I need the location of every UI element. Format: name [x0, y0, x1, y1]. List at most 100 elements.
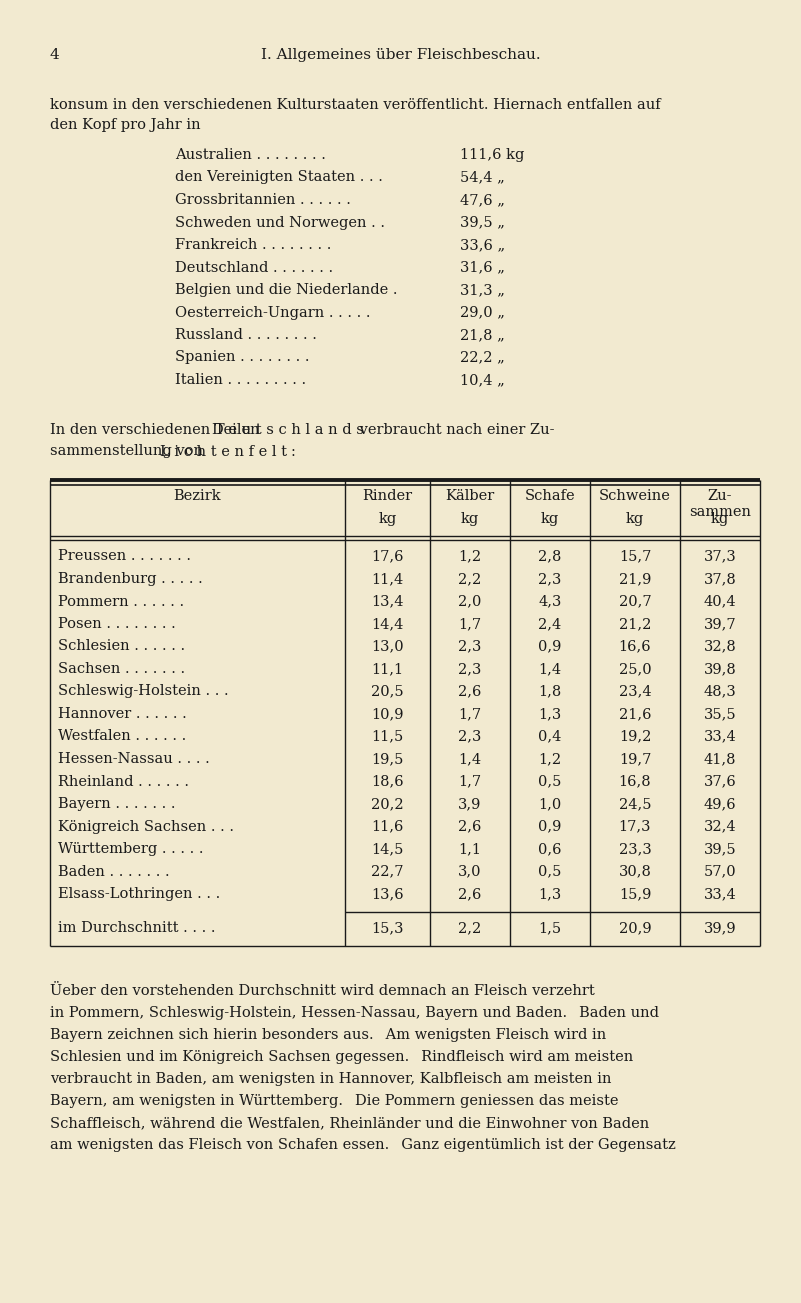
Text: 39,8: 39,8 [703, 662, 736, 676]
Text: 23,4: 23,4 [618, 684, 651, 698]
Text: 33,4: 33,4 [703, 887, 736, 900]
Text: kg: kg [710, 512, 729, 525]
Text: 33,6 „: 33,6 „ [460, 238, 505, 251]
Text: 0,6: 0,6 [538, 842, 562, 856]
Text: 2,3: 2,3 [538, 572, 562, 586]
Text: Württemberg . . . . .: Württemberg . . . . . [58, 842, 203, 856]
Text: Bayern zeichnen sich hierin besonders aus.  Am wenigsten Fleisch wird in: Bayern zeichnen sich hierin besonders au… [50, 1028, 606, 1042]
Text: 19,7: 19,7 [619, 752, 651, 766]
Text: 14,5: 14,5 [372, 842, 404, 856]
Text: 20,7: 20,7 [618, 594, 651, 609]
Text: 1,5: 1,5 [538, 921, 562, 936]
Text: 1,0: 1,0 [538, 797, 562, 810]
Text: den Vereinigten Staaten . . .: den Vereinigten Staaten . . . [175, 171, 383, 185]
Text: 0,5: 0,5 [538, 774, 562, 788]
Text: kg: kg [626, 512, 644, 525]
Text: 37,3: 37,3 [703, 550, 736, 563]
Text: 39,7: 39,7 [704, 618, 736, 631]
Text: 2,6: 2,6 [458, 887, 481, 900]
Text: 39,5: 39,5 [704, 842, 736, 856]
Text: 31,6 „: 31,6 „ [460, 261, 505, 275]
Text: 13,4: 13,4 [371, 594, 404, 609]
Text: 4,3: 4,3 [538, 594, 562, 609]
Text: Üeber den vorstehenden Durchschnitt wird demnach an Fleisch verzehrt: Üeber den vorstehenden Durchschnitt wird… [50, 984, 595, 998]
Text: Schlesien und im Königreich Sachsen gegessen.  Rindfleisch wird am meisten: Schlesien und im Königreich Sachsen gege… [50, 1050, 634, 1065]
Text: 54,4 „: 54,4 „ [460, 171, 505, 185]
Text: 1,7: 1,7 [458, 708, 481, 721]
Text: 1,4: 1,4 [538, 662, 562, 676]
Text: kg: kg [541, 512, 559, 525]
Text: Belgien und die Niederlande .: Belgien und die Niederlande . [175, 283, 397, 297]
Text: sammen: sammen [689, 506, 751, 520]
Text: 49,6: 49,6 [704, 797, 736, 810]
Text: Königreich Sachsen . . .: Königreich Sachsen . . . [58, 820, 234, 834]
Text: 17,3: 17,3 [618, 820, 651, 834]
Text: Hessen-Nassau . . . .: Hessen-Nassau . . . . [58, 752, 210, 766]
Text: 11,4: 11,4 [372, 572, 404, 586]
Text: 19,5: 19,5 [372, 752, 404, 766]
Text: konsum in den verschiedenen Kulturstaaten veröffentlicht. Hiernach entfallen auf: konsum in den verschiedenen Kulturstaate… [50, 98, 661, 112]
Text: kg: kg [461, 512, 479, 525]
Text: 1,4: 1,4 [458, 752, 481, 766]
Text: Preussen . . . . . . .: Preussen . . . . . . . [58, 550, 191, 563]
Text: 2,6: 2,6 [458, 820, 481, 834]
Text: 21,6: 21,6 [618, 708, 651, 721]
Text: Italien . . . . . . . . .: Italien . . . . . . . . . [175, 373, 306, 387]
Text: 39,9: 39,9 [704, 921, 736, 936]
Text: Hannover . . . . . .: Hannover . . . . . . [58, 708, 187, 721]
Text: Elsass-Lothringen . . .: Elsass-Lothringen . . . [58, 887, 220, 900]
Text: 2,3: 2,3 [458, 730, 481, 744]
Text: 41,8: 41,8 [704, 752, 736, 766]
Text: 3,9: 3,9 [458, 797, 481, 810]
Text: Schlesien . . . . . .: Schlesien . . . . . . [58, 640, 185, 654]
Text: im Durchschnitt . . . .: im Durchschnitt . . . . [58, 921, 215, 936]
Text: 1,7: 1,7 [458, 774, 481, 788]
Text: 0,9: 0,9 [538, 640, 562, 654]
Text: Sachsen . . . . . . .: Sachsen . . . . . . . [58, 662, 185, 676]
Text: 24,5: 24,5 [618, 797, 651, 810]
Text: 33,4: 33,4 [703, 730, 736, 744]
Text: 2,4: 2,4 [538, 618, 562, 631]
Text: :: : [291, 444, 296, 459]
Text: 1,1: 1,1 [458, 842, 481, 856]
Text: 2,0: 2,0 [458, 594, 481, 609]
Text: Baden . . . . . . .: Baden . . . . . . . [58, 864, 170, 878]
Text: 0,9: 0,9 [538, 820, 562, 834]
Text: 11,5: 11,5 [372, 730, 404, 744]
Text: 15,9: 15,9 [619, 887, 651, 900]
Text: I. Allgemeines über Fleischbeschau.: I. Allgemeines über Fleischbeschau. [260, 48, 541, 63]
Text: in Pommern, Schleswig-Holstein, Hessen-Nassau, Bayern und Baden.  Baden und: in Pommern, Schleswig-Holstein, Hessen-N… [50, 1006, 659, 1020]
Text: Schafe: Schafe [525, 490, 575, 503]
Text: 31,3 „: 31,3 „ [460, 283, 505, 297]
Text: 2,3: 2,3 [458, 662, 481, 676]
Text: Grossbritannien . . . . . .: Grossbritannien . . . . . . [175, 193, 351, 207]
Text: den Kopf pro Jahr in: den Kopf pro Jahr in [50, 119, 200, 132]
Text: Pommern . . . . . .: Pommern . . . . . . [58, 594, 184, 609]
Text: 16,8: 16,8 [618, 774, 651, 788]
Text: Bayern, am wenigsten in Württemberg.  Die Pommern geniessen das meiste: Bayern, am wenigsten in Württemberg. Die… [50, 1095, 618, 1108]
Text: 20,2: 20,2 [371, 797, 404, 810]
Text: 23,3: 23,3 [618, 842, 651, 856]
Text: 37,8: 37,8 [703, 572, 736, 586]
Text: Schaffleisch, während die Westfalen, Rheinländer und die Einwohner von Baden: Schaffleisch, während die Westfalen, Rhe… [50, 1115, 650, 1130]
Text: 39,5 „: 39,5 „ [460, 215, 505, 229]
Text: Posen . . . . . . . .: Posen . . . . . . . . [58, 618, 175, 631]
Text: 18,6: 18,6 [371, 774, 404, 788]
Text: 2,2: 2,2 [458, 921, 481, 936]
Text: 11,6: 11,6 [372, 820, 404, 834]
Text: 10,9: 10,9 [371, 708, 404, 721]
Text: 21,9: 21,9 [619, 572, 651, 586]
Text: Deutschland . . . . . . .: Deutschland . . . . . . . [175, 261, 333, 275]
Text: Rheinland . . . . . .: Rheinland . . . . . . [58, 774, 189, 788]
Text: 20,9: 20,9 [618, 921, 651, 936]
Text: 0,5: 0,5 [538, 864, 562, 878]
Text: Westfalen . . . . . .: Westfalen . . . . . . [58, 730, 187, 744]
Text: 1,7: 1,7 [458, 618, 481, 631]
Text: 37,6: 37,6 [703, 774, 736, 788]
Text: L i c h t e n f e l t: L i c h t e n f e l t [160, 444, 288, 459]
Text: 25,0: 25,0 [618, 662, 651, 676]
Text: 32,8: 32,8 [703, 640, 736, 654]
Text: 19,2: 19,2 [619, 730, 651, 744]
Text: Schleswig-Holstein . . .: Schleswig-Holstein . . . [58, 684, 228, 698]
Text: sammenstellung von: sammenstellung von [50, 444, 207, 459]
